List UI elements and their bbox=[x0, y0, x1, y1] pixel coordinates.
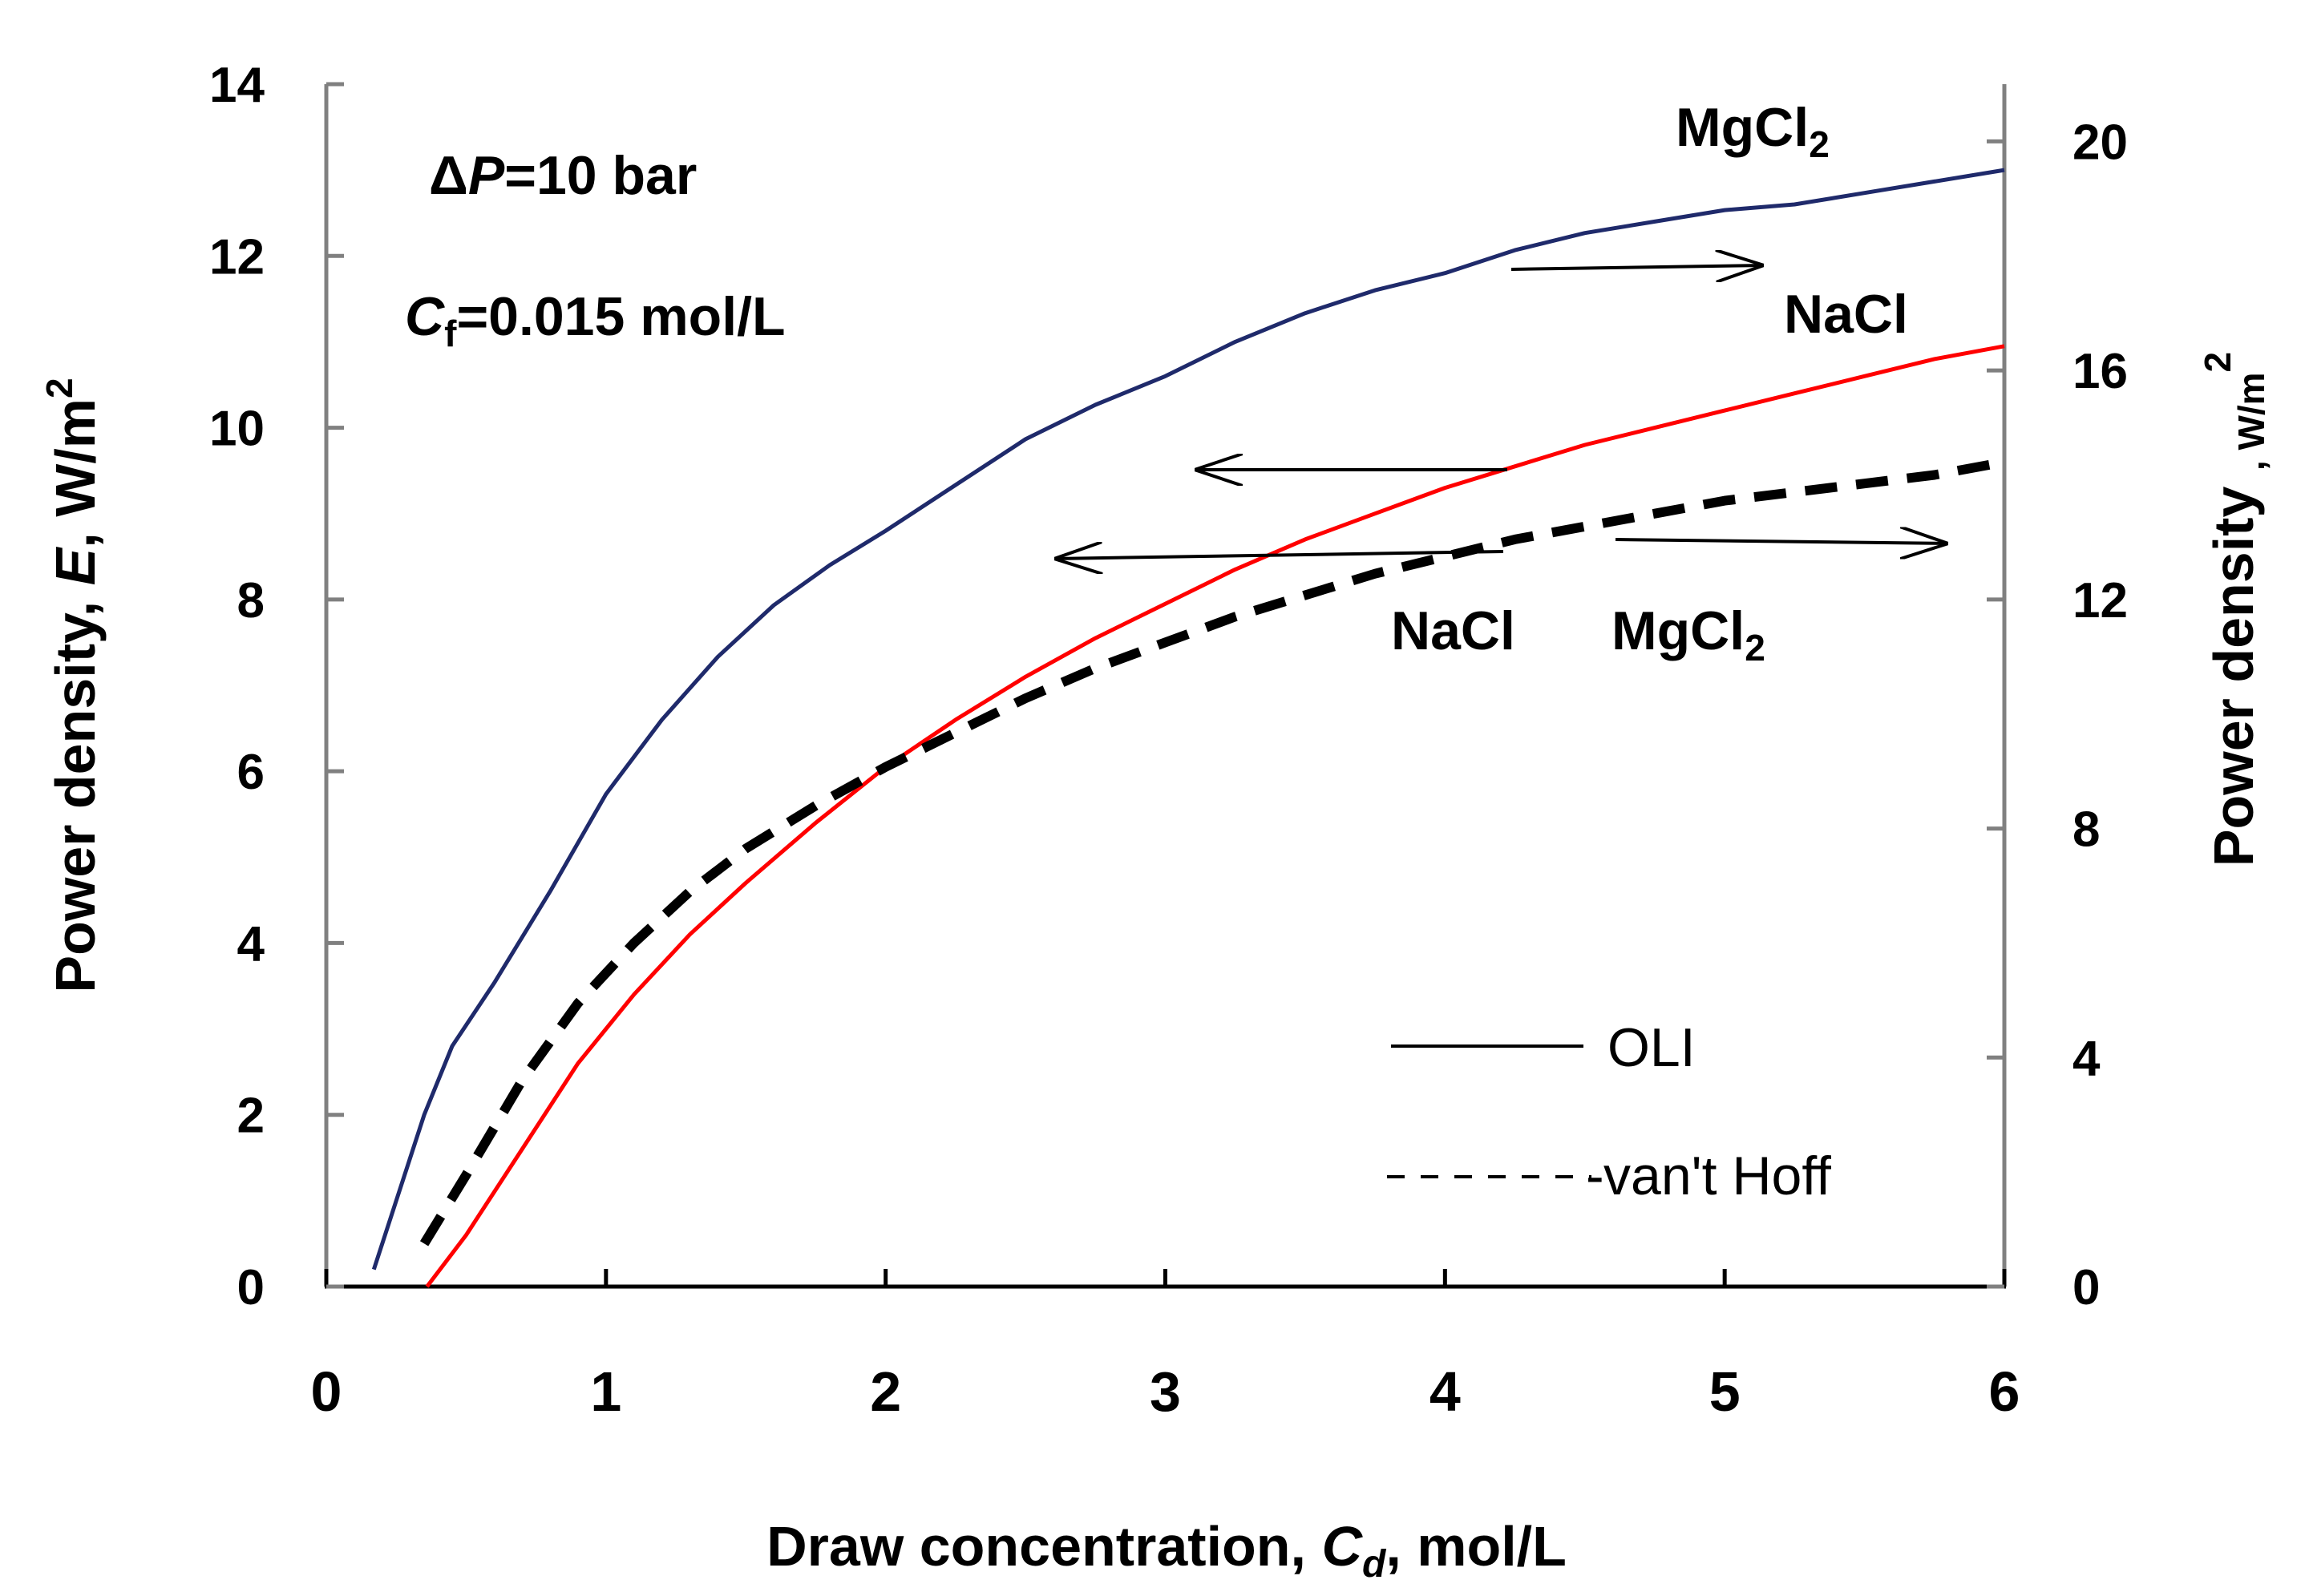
x-tick-label: 6 bbox=[1989, 1360, 2020, 1423]
x-tick-label: 4 bbox=[1430, 1360, 1461, 1423]
legend-label-dashed: van't Hoff bbox=[1603, 1145, 1831, 1206]
y-left-tick-label: 12 bbox=[209, 229, 265, 285]
x-axis-title: Draw concentration, Cd, mol/L bbox=[766, 1515, 1567, 1586]
delta-p-annotation: ΔP=10 bar bbox=[429, 145, 697, 206]
axis-arrows bbox=[1054, 265, 1948, 559]
y-right-tick-label: 8 bbox=[2072, 802, 2100, 858]
legend-label-dashed-prefix: - bbox=[1586, 1145, 1604, 1206]
arrow-nacl-to-left-axis-lower bbox=[1054, 552, 1504, 559]
y-axis-left-title: Power density, E, W/m2 bbox=[38, 378, 107, 992]
series-line-nacl-vanthoff bbox=[419, 457, 2006, 1246]
series-line-mgcl2-oli bbox=[371, 168, 2005, 1271]
y-left-tick-label: 14 bbox=[209, 58, 265, 113]
legend: OLI - van't Hoff bbox=[1387, 1017, 1831, 1206]
nacl-right-label: NaCl bbox=[1784, 284, 1908, 345]
x-tick-label: 0 bbox=[311, 1360, 342, 1423]
y-right-tick-label: 12 bbox=[2072, 573, 2128, 628]
x-tick-label: 3 bbox=[1150, 1360, 1181, 1423]
x-tick-label: 2 bbox=[870, 1360, 901, 1423]
y-left-tick-label: 2 bbox=[237, 1089, 265, 1144]
ticks bbox=[324, 82, 2007, 1289]
y-right-tick-label: 16 bbox=[2072, 344, 2128, 399]
y-left-tick-label: 0 bbox=[237, 1260, 265, 1315]
x-tick-label: 1 bbox=[590, 1360, 621, 1423]
y-left-tick-label: 6 bbox=[237, 745, 265, 800]
legend-label-solid: OLI bbox=[1607, 1017, 1696, 1078]
arrow-mgcl2-to-right-axis bbox=[1510, 265, 1764, 269]
y-right-tick-label: 20 bbox=[2072, 115, 2128, 170]
cf-annotation: Cf=0.015 mol/L bbox=[405, 286, 786, 354]
y-left-tick-label: 8 bbox=[237, 573, 265, 628]
nacl-bottom-label: NaCl bbox=[1391, 600, 1515, 661]
y-left-tick-label: 4 bbox=[237, 916, 265, 972]
series-line-nacl-oli bbox=[425, 344, 2005, 1288]
series-group bbox=[371, 168, 2006, 1288]
mgcl2-bottom-label: MgCl2 bbox=[1611, 600, 1765, 669]
y-left-tick-label: 10 bbox=[209, 402, 265, 457]
x-tick-label: 5 bbox=[1709, 1360, 1741, 1423]
y-right-tick-label: 0 bbox=[2072, 1260, 2100, 1315]
y-right-tick-label: 4 bbox=[2072, 1031, 2101, 1086]
mgcl2-top-label: MgCl2 bbox=[1676, 97, 1830, 165]
y-axis-right-title: Power density , W/m2 bbox=[2197, 352, 2272, 867]
arrow-mgcl2-to-right-axis-lower bbox=[1615, 539, 1948, 543]
